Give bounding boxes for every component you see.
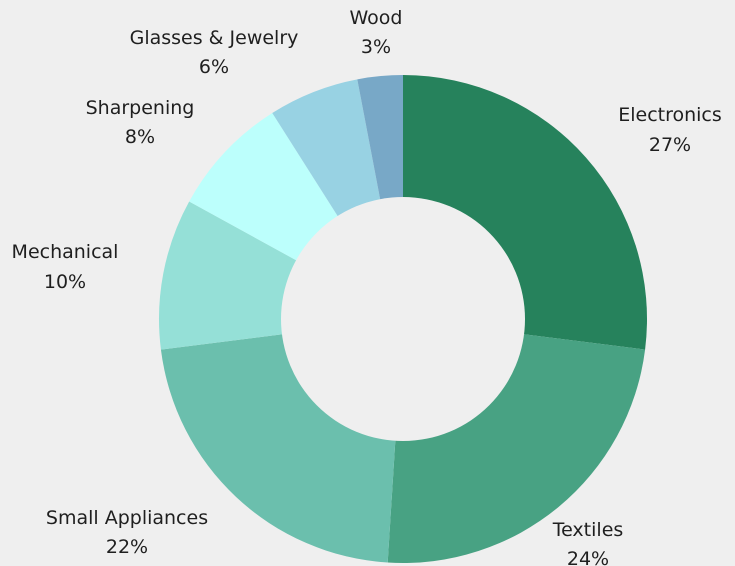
slice-label-wood: Wood: [350, 7, 403, 29]
slice-percent-sharpening: 8%: [125, 126, 155, 148]
slice-label-textiles: Textiles: [552, 519, 624, 541]
slice-percent-textiles: 24%: [567, 548, 609, 566]
slice-label-sharpening: Sharpening: [86, 97, 195, 119]
donut-hole: [281, 197, 525, 441]
slice-label-small-appliances: Small Appliances: [46, 507, 208, 529]
slice-percent-glasses-and-jewelry: 6%: [199, 56, 229, 78]
slice-percent-wood: 3%: [361, 36, 391, 58]
slice-label-glasses-and-jewelry: Glasses & Jewelry: [130, 27, 299, 49]
slice-percent-electronics: 27%: [649, 134, 691, 156]
slice-percent-small-appliances: 22%: [106, 536, 148, 558]
slice-percent-mechanical: 10%: [44, 271, 86, 293]
slice-label-electronics: Electronics: [618, 104, 722, 126]
label-group: Electronics 27% Textiles 24% Small Appliance…: [12, 7, 722, 566]
slice-label-mechanical: Mechanical: [12, 241, 119, 263]
